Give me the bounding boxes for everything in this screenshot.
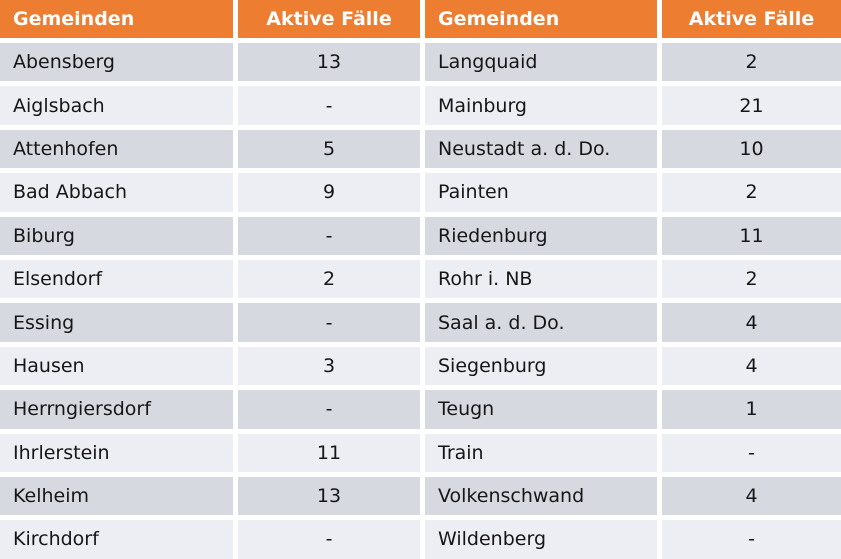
- header-gemeinden-right: Gemeinden: [425, 0, 657, 38]
- gemeinde-cell: Riedenburg: [425, 216, 657, 255]
- cases-cell: -: [238, 86, 420, 125]
- gemeinde-cell: Kirchdorf: [0, 520, 233, 559]
- cases-cell: 4: [662, 303, 841, 342]
- gemeinde-cell: Wildenberg: [425, 520, 657, 559]
- cases-cell: 5: [238, 129, 420, 169]
- gemeinde-cell: Hausen: [0, 346, 233, 386]
- gemeinde-cell: Langquaid: [425, 43, 657, 82]
- gemeinde-cell: Herrngiersdorf: [0, 390, 233, 429]
- cases-cell: -: [662, 433, 841, 472]
- gemeinde-cell: Ihrlerstein: [0, 433, 233, 472]
- cases-cell: -: [662, 520, 841, 559]
- header-aktive-faelle-left: Aktive Fälle: [238, 0, 420, 38]
- gemeinde-cell: Siegenburg: [425, 346, 657, 386]
- cases-cell: 2: [238, 259, 420, 299]
- gemeinde-cell: Aiglsbach: [0, 86, 233, 125]
- header-gemeinden-left: Gemeinden: [0, 0, 233, 38]
- gemeinde-cell: Bad Abbach: [0, 173, 233, 212]
- cases-cell: 10: [662, 129, 841, 169]
- cases-cell: -: [238, 303, 420, 342]
- gemeinde-cell: Neustadt a. d. Do.: [425, 129, 657, 169]
- gemeinde-cell: Painten: [425, 173, 657, 212]
- cases-cell: 3: [238, 346, 420, 386]
- cases-cell: 13: [238, 43, 420, 82]
- gemeinde-cell: Abensberg: [0, 43, 233, 82]
- cases-cell: -: [238, 216, 420, 255]
- gemeinde-cell: Mainburg: [425, 86, 657, 125]
- gemeinde-cell: Biburg: [0, 216, 233, 255]
- cases-cell: 4: [662, 346, 841, 386]
- cases-cell: 11: [238, 433, 420, 472]
- gemeinde-cell: Rohr i. NB: [425, 259, 657, 299]
- gemeinde-cell: Teugn: [425, 390, 657, 429]
- header-aktive-faelle-right: Aktive Fälle: [662, 0, 841, 38]
- gemeinde-cell: Attenhofen: [0, 129, 233, 169]
- cases-cell: 4: [662, 476, 841, 516]
- gemeinde-cell: Volkenschwand: [425, 476, 657, 516]
- cases-cell: 21: [662, 86, 841, 125]
- cases-cell: 2: [662, 173, 841, 212]
- cases-cell: 11: [662, 216, 841, 255]
- cases-cell: 1: [662, 390, 841, 429]
- cases-cell: 2: [662, 259, 841, 299]
- gemeinde-cell: Train: [425, 433, 657, 472]
- gemeinde-cell: Kelheim: [0, 476, 233, 516]
- cases-cell: -: [238, 390, 420, 429]
- cases-cell: 13: [238, 476, 420, 516]
- cases-cell: -: [238, 520, 420, 559]
- gemeinde-cell: Elsendorf: [0, 259, 233, 299]
- cases-cell: 2: [662, 43, 841, 82]
- gemeinde-cell: Essing: [0, 303, 233, 342]
- cases-cell: 9: [238, 173, 420, 212]
- gemeinde-cell: Saal a. d. Do.: [425, 303, 657, 342]
